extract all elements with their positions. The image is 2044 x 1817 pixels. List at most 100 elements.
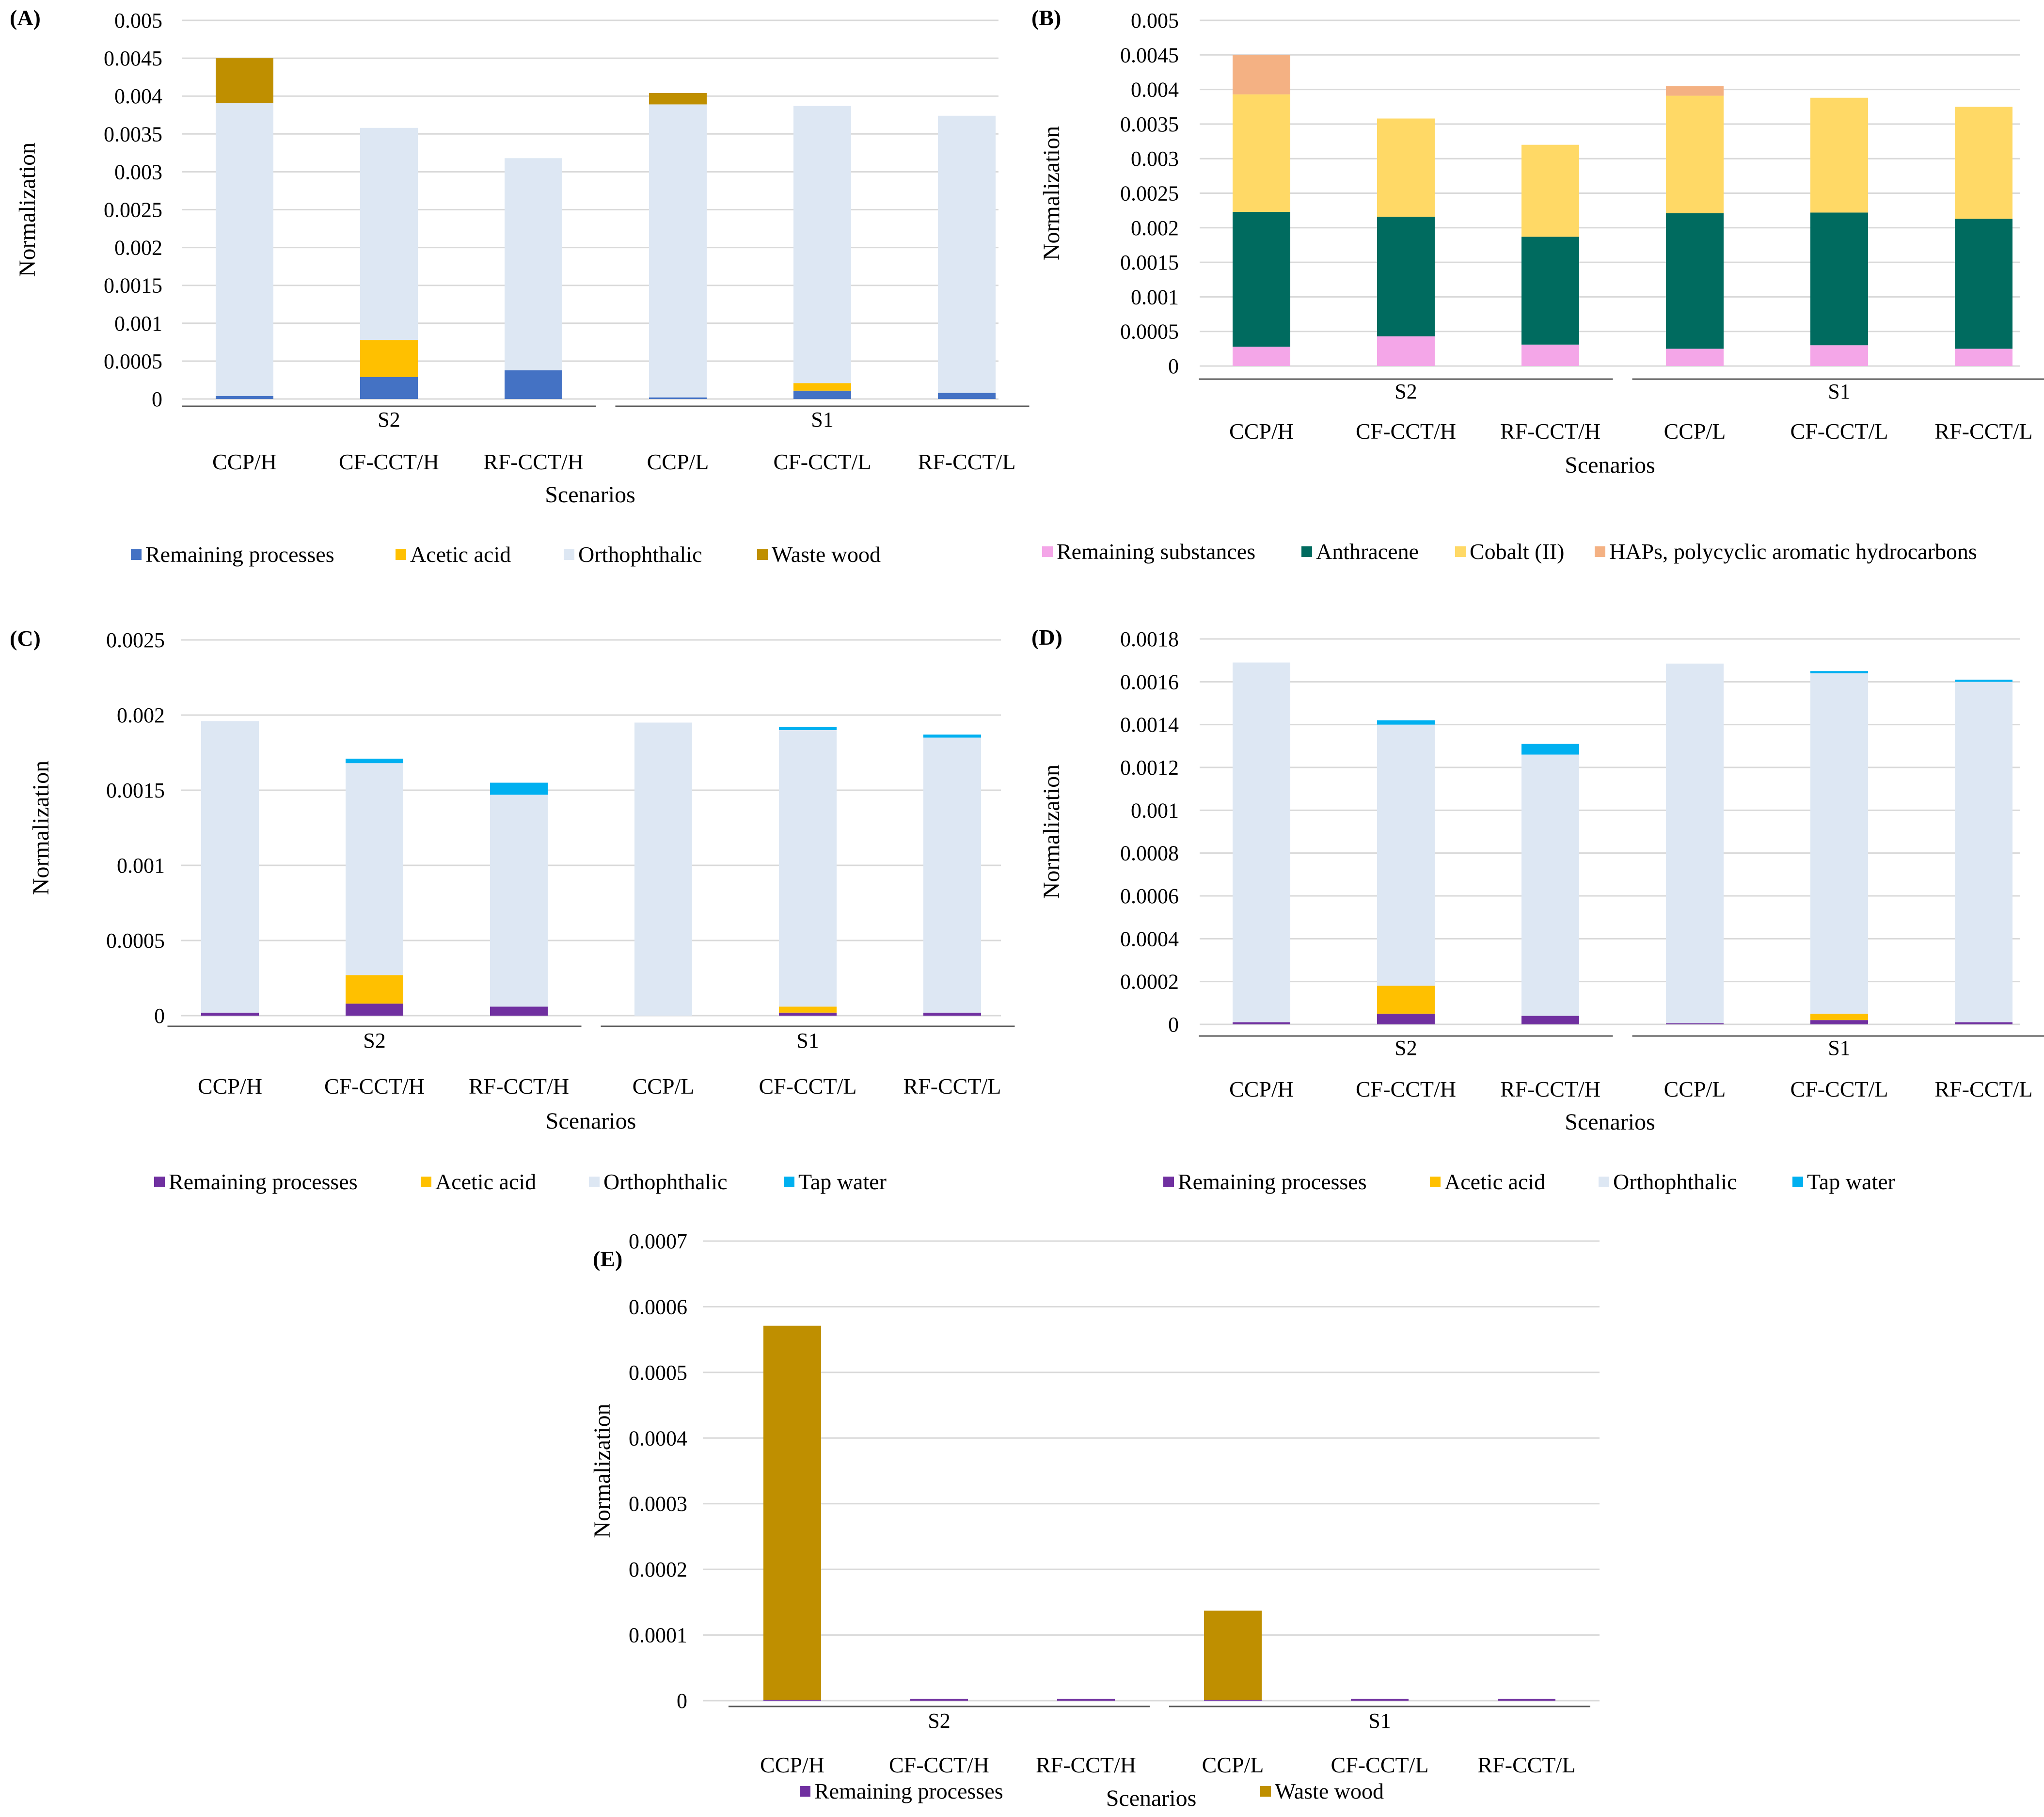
- y-tick-label: 0.005: [114, 9, 162, 32]
- y-axis-title: Normalization: [28, 761, 54, 895]
- x-group-label: S2: [1394, 380, 1417, 403]
- x-axis-title: Scenarios: [1565, 1109, 1655, 1135]
- legend-label: Orthophthalic: [1613, 1169, 1737, 1194]
- bar-segment: [346, 763, 403, 975]
- bar-segment: [1377, 216, 1435, 336]
- bar-segment: [201, 721, 259, 1013]
- bar-segment: [1955, 679, 2012, 682]
- y-axis-title: Normalization: [15, 143, 40, 277]
- bar-segment: [1666, 1022, 1724, 1024]
- y-tick-label: 0.0035: [104, 122, 162, 146]
- bar-segment: [1233, 662, 1290, 1022]
- bar-segment: [1810, 1020, 1868, 1024]
- bar-segment: [649, 93, 707, 105]
- legend-label: Acetic acid: [1444, 1169, 1545, 1194]
- legend-swatch: [1792, 1177, 1803, 1187]
- y-tick-label: 0.001: [117, 854, 165, 877]
- bar-segment: [779, 730, 837, 1007]
- panel-label: (E): [593, 1246, 622, 1271]
- bar-segment: [1521, 344, 1579, 366]
- y-axis-title: Normalization: [1039, 765, 1064, 899]
- x-category-label: RF-CCT/L: [918, 449, 1016, 474]
- legend-swatch: [589, 1177, 600, 1187]
- legend-label: Remaining substances: [1057, 539, 1255, 564]
- bar-segment: [490, 795, 548, 1007]
- x-category-label: CCP/L: [1202, 1753, 1264, 1777]
- bar-segment: [1377, 724, 1435, 986]
- y-tick-label: 0: [154, 1004, 165, 1028]
- y-tick-label: 0.0002: [629, 1558, 687, 1581]
- panel-label: (A): [10, 5, 41, 30]
- bar-segment: [910, 1699, 968, 1701]
- x-category-label: CCP/H: [198, 1074, 262, 1099]
- y-tick-label: 0: [152, 387, 162, 411]
- bar-segment: [1521, 754, 1579, 1016]
- bar-segment: [216, 396, 273, 399]
- y-tick-label: 0.0006: [629, 1295, 687, 1319]
- x-category-label: CF-CCT/H: [1356, 1077, 1456, 1101]
- y-tick-label: 0: [1168, 354, 1179, 378]
- x-category-label: CCP/H: [212, 449, 277, 474]
- y-tick-label: 0.002: [117, 703, 165, 727]
- legend-swatch: [784, 1177, 794, 1187]
- x-axis-title: Scenarios: [545, 482, 635, 508]
- x-category-label: CF-CCT/H: [324, 1074, 425, 1099]
- bar-segment: [360, 128, 418, 340]
- y-tick-label: 0.0005: [106, 929, 165, 953]
- legend-swatch: [1455, 546, 1466, 557]
- x-category-label: CF-CCT/L: [774, 449, 871, 474]
- y-tick-label: 0.0015: [1120, 251, 1179, 274]
- chart-panel-d: 0 0.0002 0.0004 0.0006 0.0008 0.001 0.0012 0.00…: [1031, 625, 2044, 1194]
- bar-segment: [216, 58, 273, 103]
- x-group-label: S2: [928, 1709, 950, 1733]
- bar-segment: [346, 758, 403, 764]
- bar-segment: [1955, 107, 2012, 219]
- legend-label: HAPs, polycyclic aromatic hydrocarbons: [1609, 539, 1977, 564]
- bar-segment: [360, 340, 418, 377]
- bar-segment: [923, 1012, 981, 1016]
- bar-segment: [1810, 671, 1868, 673]
- legend-label: Remaining processes: [1178, 1169, 1367, 1194]
- y-tick-label: 0.0025: [104, 198, 162, 222]
- y-tick-label: 0.005: [1131, 9, 1179, 32]
- bar-segment: [1498, 1699, 1555, 1701]
- y-tick-label: 0.002: [114, 236, 162, 260]
- legend-label: Acetic acid: [410, 542, 511, 567]
- bar-segment: [1233, 94, 1290, 212]
- bar-segment: [793, 390, 851, 399]
- bar-segment: [1810, 345, 1868, 366]
- legend-label: Acetic acid: [435, 1169, 536, 1194]
- chart-panel-b: 0 0.0005 0.001 0.0015 0.002 0.0025 0.003 0.0035…: [1031, 5, 2044, 564]
- bar-segment: [1233, 55, 1290, 95]
- y-tick-label: 0.0018: [1120, 627, 1179, 651]
- legend-swatch: [1163, 1177, 1174, 1187]
- legend-swatch: [800, 1786, 810, 1797]
- legend-swatch: [1430, 1177, 1441, 1187]
- y-tick-label: 0.0004: [1120, 927, 1179, 951]
- x-group-label: S2: [363, 1029, 385, 1052]
- bar-segment: [1666, 213, 1724, 349]
- y-tick-label: 0.0012: [1120, 756, 1179, 780]
- bar-segment: [923, 737, 981, 1013]
- bar-segment: [1233, 212, 1290, 347]
- x-group-label: S1: [811, 408, 833, 431]
- bar-segment: [779, 727, 837, 730]
- legend-label: Remaining processes: [814, 1779, 1003, 1803]
- y-tick-label: 0.001: [1131, 798, 1179, 822]
- bar-segment: [1666, 349, 1724, 366]
- panel-label: (B): [1031, 5, 1061, 30]
- bar-segment: [346, 1004, 403, 1016]
- y-tick-label: 0.0006: [1120, 884, 1179, 908]
- bar-segment: [1955, 219, 2012, 349]
- y-tick-label: 0: [677, 1689, 687, 1713]
- legend-label: Tap water: [1807, 1169, 1895, 1194]
- legend-label: Waste wood: [1275, 1779, 1384, 1803]
- bar-segment: [793, 106, 851, 383]
- y-tick-label: 0.0005: [104, 350, 162, 373]
- y-tick-label: 0.0003: [629, 1492, 687, 1516]
- bar-segment: [1521, 144, 1579, 237]
- bar-segment: [1666, 86, 1724, 96]
- x-axis-title: Scenarios: [1106, 1785, 1197, 1811]
- y-tick-label: 0.0045: [104, 47, 162, 70]
